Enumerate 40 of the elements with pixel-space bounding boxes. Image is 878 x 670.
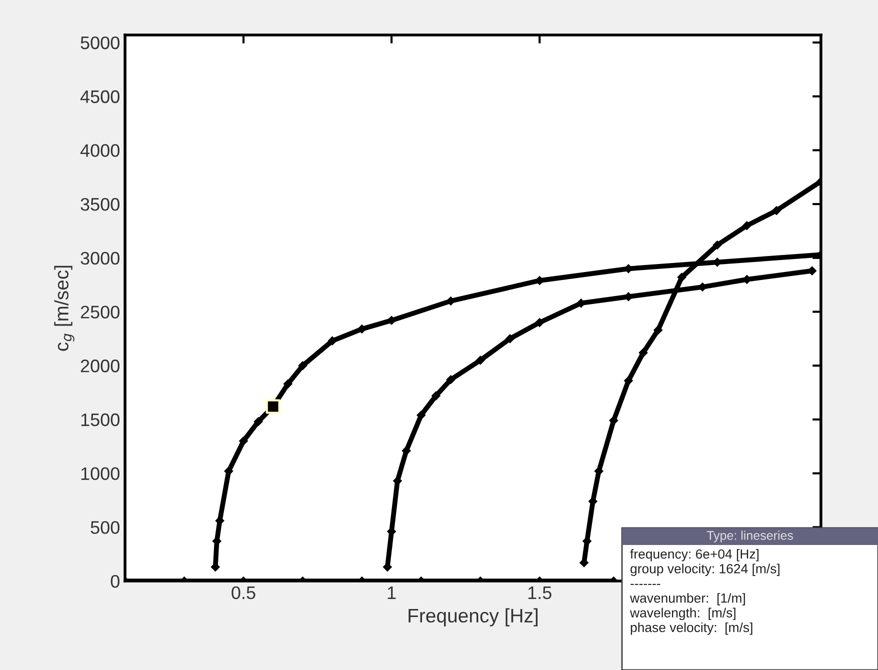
point (624, 376, 633, 386)
annotation: Type: lineseries (706, 530, 793, 542)
y-tick-label: 3500 (80, 198, 120, 211)
y-tick-label: 2000 (80, 360, 120, 372)
point (254, 417, 263, 426)
point (328, 336, 337, 346)
point (298, 361, 308, 370)
y-tick-label: 1500 (81, 413, 120, 426)
point (239, 436, 248, 446)
x-tick-label: 0.5 (232, 586, 256, 600)
point (402, 446, 411, 456)
point (266, 399, 280, 414)
point (609, 416, 618, 425)
annotation: frequency: 6e+04 [Hz] group velocity: 1624 [m/s] ------- wavenumber: [1/m] wavelength: [m/s] phase velocity: [m/s] (630, 549, 780, 635)
point (416, 410, 426, 420)
point (654, 326, 663, 335)
point (387, 316, 396, 325)
x-tick-label: 1.5 (528, 586, 552, 600)
x-axis-title: Frequency [Hz] (408, 608, 538, 626)
point (476, 356, 485, 365)
point (772, 206, 781, 215)
y-tick-label: 3000 (80, 252, 120, 265)
point (432, 391, 440, 400)
y-tick-label: 1000 (81, 467, 120, 480)
point (506, 334, 514, 344)
y-tick-label: 500 (90, 521, 120, 534)
point (446, 375, 456, 384)
y-tick-label: 5000 (80, 36, 120, 50)
point (677, 272, 686, 282)
point (712, 240, 722, 250)
point (283, 379, 292, 388)
point (535, 318, 544, 327)
y-tick-label: 4000 (80, 144, 120, 157)
y-tick-label: 4500 (80, 90, 120, 104)
x-tick-label: 1 (388, 586, 396, 599)
point (742, 221, 752, 230)
y-axis-title: c$_{g}$ [m/sec] (54, 266, 74, 351)
y-tick-label: 2500 (80, 306, 120, 318)
y-tick-label: 0 (110, 574, 120, 588)
point (638, 348, 648, 358)
